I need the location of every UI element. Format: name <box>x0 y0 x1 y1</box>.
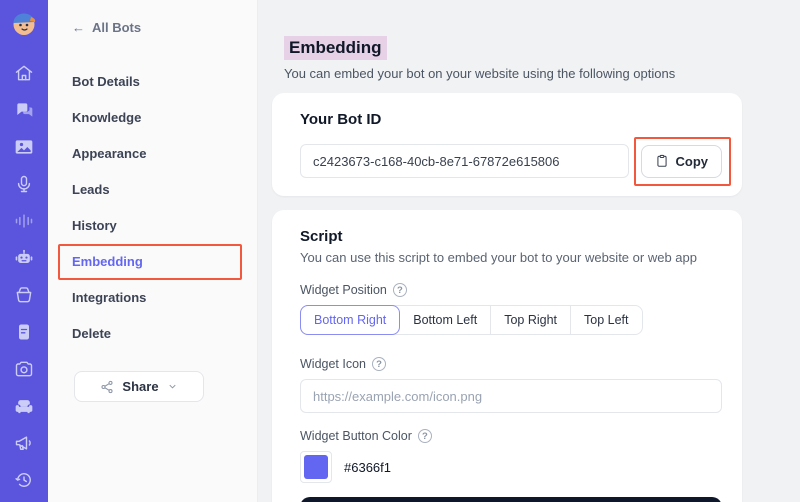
mascot-avatar[interactable] <box>9 8 39 38</box>
history-icon[interactable] <box>14 469 35 490</box>
page-subtitle: You can embed your bot on your website u… <box>284 66 676 81</box>
sidebar-item-integrations[interactable]: Integrations <box>72 290 147 305</box>
clipboard-icon <box>656 154 667 167</box>
sidebar-item-embedding-label: Embedding <box>72 254 143 269</box>
section-sidebar: ← All Bots Bot Details Knowledge Appeara… <box>48 0 258 502</box>
icon-rail <box>0 0 48 502</box>
chevron-down-icon <box>168 384 176 389</box>
widget-icon-label-row: Widget Icon ? <box>300 357 722 371</box>
widget-color-row: #6366f1 <box>300 451 722 483</box>
sidebar-item-history[interactable]: History <box>72 218 117 233</box>
bot-id-card-title: Your Bot ID <box>300 111 382 128</box>
sidebar-item-bot-details[interactable]: Bot Details <box>72 74 140 89</box>
widget-icon-input[interactable] <box>300 379 722 413</box>
image-icon[interactable] <box>14 136 35 157</box>
bot-id-card: Your Bot ID Copy <box>272 93 742 196</box>
widget-color-label-row: Widget Button Color ? <box>300 429 722 443</box>
widget-position-label: Widget Position <box>300 283 387 297</box>
chats-icon[interactable] <box>14 99 35 120</box>
position-bottom-left[interactable]: Bottom Left <box>400 306 492 334</box>
embed-code-block: <script src="https://bots.easy-peasy.ai/… <box>300 497 722 502</box>
back-label: All Bots <box>92 20 142 35</box>
script-card-title: Script <box>300 228 343 245</box>
sidebar-menu: Bot Details Knowledge Appearance Leads H… <box>58 67 242 349</box>
position-top-left[interactable]: Top Left <box>571 306 642 334</box>
bot-id-input[interactable] <box>300 144 629 178</box>
share-icon <box>101 380 113 393</box>
position-top-right[interactable]: Top Right <box>491 306 572 334</box>
megaphone-icon[interactable] <box>14 432 35 453</box>
copy-label: Copy <box>675 153 709 169</box>
sidebar-item-knowledge[interactable]: Knowledge <box>72 110 142 125</box>
help-icon[interactable]: ? <box>417 429 432 443</box>
rail-icon-list <box>14 62 35 490</box>
widget-icon-label: Widget Icon <box>300 357 367 371</box>
back-to-all-bots[interactable]: ← All Bots <box>48 20 257 35</box>
sidebar-item-leads[interactable]: Leads <box>72 182 110 197</box>
share-button[interactable]: Share <box>74 371 204 402</box>
microphone-icon[interactable] <box>14 173 35 194</box>
widget-position-label-row: Widget Position ? <box>300 283 722 297</box>
basket-icon[interactable] <box>14 284 35 305</box>
page-title: Embedding <box>284 36 387 60</box>
color-hex-value: #6366f1 <box>344 459 391 475</box>
color-swatch-button[interactable] <box>300 451 332 483</box>
sidebar-item-delete[interactable]: Delete <box>72 326 112 341</box>
document-icon[interactable] <box>14 321 35 342</box>
camera-icon[interactable] <box>14 358 35 379</box>
robot-icon[interactable] <box>14 247 35 268</box>
widget-position-group: Bottom Right Bottom Left Top Right Top L… <box>300 305 643 335</box>
bot-id-row: Copy <box>300 136 731 186</box>
share-label: Share <box>122 379 159 394</box>
script-card: Script You can use this script to embed … <box>272 210 742 502</box>
copy-button[interactable]: Copy <box>640 144 722 178</box>
help-icon[interactable]: ? <box>372 357 387 371</box>
copy-button-wrap: Copy <box>633 136 731 186</box>
sidebar-item-appearance[interactable]: Appearance <box>72 146 147 161</box>
waveform-icon[interactable] <box>14 210 35 231</box>
sidebar-item-embedding[interactable]: Embedding <box>58 244 242 280</box>
color-swatch <box>304 455 328 479</box>
home-icon[interactable] <box>14 62 35 83</box>
back-arrow-icon: ← <box>72 20 85 35</box>
couch-icon[interactable] <box>14 395 35 416</box>
script-card-subtitle: You can use this script to embed your bo… <box>300 250 697 265</box>
widget-color-label: Widget Button Color <box>300 429 412 443</box>
position-bottom-right[interactable]: Bottom Right <box>300 305 401 335</box>
help-icon[interactable]: ? <box>392 283 407 297</box>
main-content: Embedding You can embed your bot on your… <box>258 0 800 502</box>
